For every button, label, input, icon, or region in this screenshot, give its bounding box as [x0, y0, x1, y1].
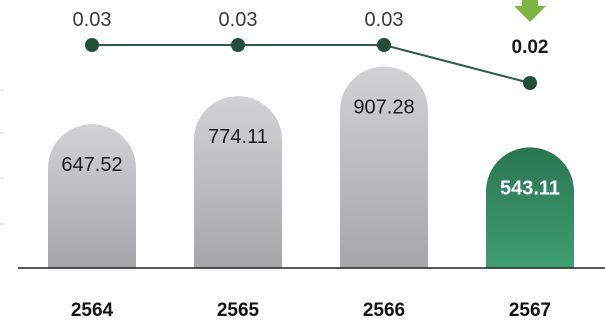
bar-2565 [194, 96, 282, 268]
x-tick-label: 2566 [363, 300, 405, 321]
axis-layer [0, 89, 605, 269]
line-point-2564 [85, 38, 99, 52]
line-value-label: 0.03 [73, 9, 112, 31]
bar-value-label: 907.28 [353, 96, 414, 118]
down-arrow-icon [514, 0, 546, 22]
bar-value-label: 774.11 [208, 126, 268, 148]
line-value-label: 0.03 [365, 9, 404, 31]
bar-2567 [486, 147, 574, 268]
line-layer [85, 38, 537, 90]
line-value-label: 0.03 [219, 9, 258, 31]
line-point-2566 [377, 38, 391, 52]
bar-value-label: 647.52 [61, 154, 122, 176]
x-tick-label: 2567 [509, 300, 551, 321]
line-point-2565 [231, 38, 245, 52]
bar-value-label: 543.11 [500, 177, 560, 199]
bars-layer [48, 66, 574, 269]
line-value-label: 0.02 [512, 37, 549, 58]
line-series [92, 44, 531, 84]
x-tick-label: 2564 [71, 300, 114, 321]
line-point-2567 [523, 76, 537, 90]
labels-layer: 647.52 774.11 907.28 543.11 0.03 0.03 0.03 0.02… [61, 0, 560, 321]
x-tick-label: 2565 [217, 300, 260, 321]
bar-2564 [48, 124, 136, 268]
bar-2566 [340, 66, 428, 269]
